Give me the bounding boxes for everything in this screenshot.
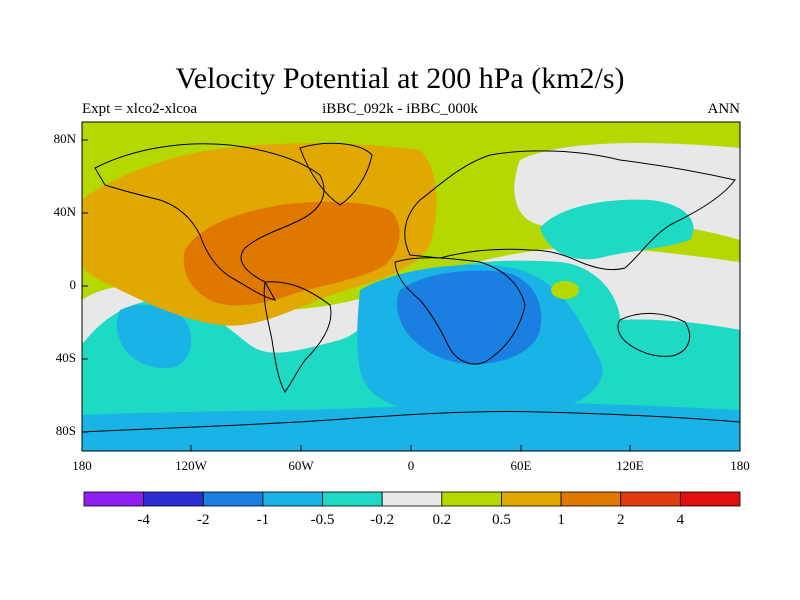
longitude-label: 120W [175,458,207,473]
coast-north-america [94,143,325,301]
field-positive-strong-atlantic [183,201,400,306]
colorbar-label: 2 [616,512,625,528]
longitude-label: 180 [72,458,92,473]
colorbar-label: 1 [557,512,565,528]
map-title: Velocity Potential at 200 hPa (km2/s) [175,62,625,95]
colorbar-swatch [441,491,502,507]
experiment-label: Expt = xlco2-xlcoa [82,101,198,117]
map-field [82,122,740,451]
longitude-label: 0 [407,458,415,473]
colorbar-swatch [501,491,562,507]
colorbar-label: -0.5 [310,512,335,528]
colorbar-label: -1 [256,512,270,528]
coastlines [82,142,740,433]
coast-australia [617,312,690,357]
colorbar-swatch [202,491,264,507]
field-negative-moderate-antarctic [82,402,740,451]
field-positive-weak-india [551,281,579,299]
colorbar-label: 4 [676,512,685,528]
latitude-label: 80S [55,423,76,438]
coast-south-america [263,281,332,393]
colorbar-label: 0.5 [492,512,511,528]
tick-marks [81,139,741,451]
colorbar-swatch [143,491,204,507]
colorbar-swatch [322,491,383,507]
colorbar-label: -2 [197,512,210,528]
colorbar-label: -4 [137,512,150,528]
colorbar-label: 0.2 [432,512,452,528]
coast-antarctica [82,411,740,433]
latitude-label: 40N [53,204,76,219]
colorbar-swatch [83,491,145,507]
run-difference-label: iBBC_092k - iBBC_000k [322,101,478,117]
latitude-label: 40S [55,350,76,365]
colorbar-swatch [679,491,741,507]
longitude-label: 60E [510,458,532,473]
colorbar-swatch [262,491,323,507]
colorbar-swatch [381,491,443,507]
season-label: ANN [707,101,741,117]
latitude-label: 80N [53,131,76,146]
longitude-label: 120E [616,458,644,473]
coast-eurasia [404,150,736,271]
field-negative-strong-africa [397,270,542,365]
colorbar-label: -0.2 [370,512,395,528]
longitude-label: 180 [730,458,750,473]
colorbar-swatch [560,491,622,507]
colorbar [83,491,741,507]
longitude-label: 60W [288,458,314,473]
latitude-label: 0 [69,277,77,292]
colorbar-swatch [620,491,681,507]
field-negative-weak-east-asia [540,199,694,260]
coast-greenland [299,142,373,206]
field-negative-moderate-pacific [116,305,192,369]
coast-africa [394,257,526,365]
